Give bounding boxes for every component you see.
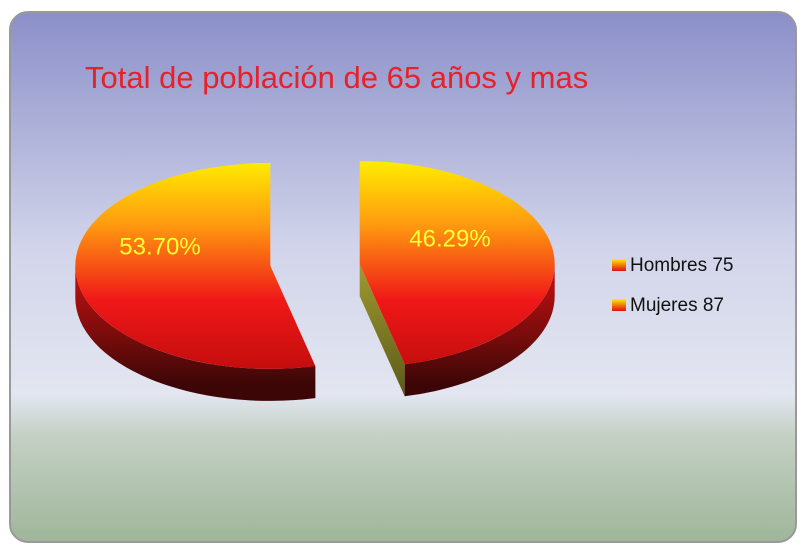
slice-side <box>404 264 555 397</box>
legend-swatch <box>612 299 626 311</box>
slice-top <box>359 161 555 365</box>
slice-side <box>75 265 316 401</box>
legend-label: Hombres 75 <box>630 255 734 276</box>
data-label: 46.29% <box>409 225 490 252</box>
legend-swatch <box>612 259 626 271</box>
chart-title: Total de población de 65 años y mas <box>85 60 588 95</box>
slice-wall <box>359 264 405 397</box>
pie-slice <box>359 161 555 397</box>
pie-slice <box>75 162 316 401</box>
legend-label: Mujeres 87 <box>630 295 724 316</box>
data-label: 53.70% <box>119 233 200 260</box>
slice-top <box>75 162 316 369</box>
